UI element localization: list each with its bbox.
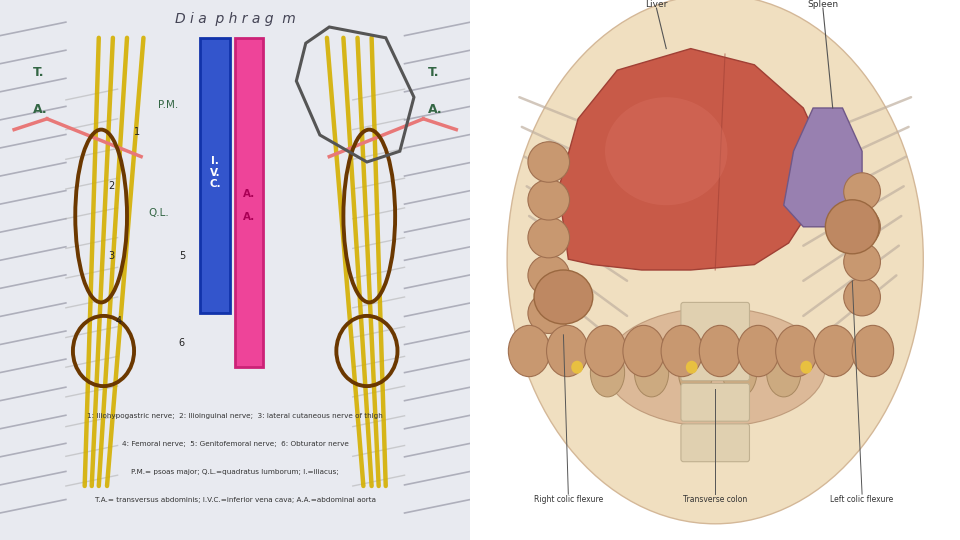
Circle shape <box>571 361 583 374</box>
FancyBboxPatch shape <box>681 383 750 421</box>
FancyBboxPatch shape <box>681 302 750 340</box>
Ellipse shape <box>528 293 569 333</box>
FancyBboxPatch shape <box>681 343 750 381</box>
Ellipse shape <box>844 208 880 246</box>
Circle shape <box>801 361 812 374</box>
Text: Hepatic
flexure: Hepatic flexure <box>483 287 554 326</box>
Ellipse shape <box>737 325 780 377</box>
Ellipse shape <box>723 348 756 397</box>
Ellipse shape <box>635 348 669 397</box>
Ellipse shape <box>699 325 741 377</box>
Bar <box>235 38 263 367</box>
Polygon shape <box>559 49 823 270</box>
Ellipse shape <box>534 270 592 324</box>
FancyBboxPatch shape <box>802 162 950 351</box>
Text: A.: A. <box>33 103 48 117</box>
Text: Splenic flexure: Splenic flexure <box>815 179 938 194</box>
Text: Left colic flexure: Left colic flexure <box>830 495 894 504</box>
Ellipse shape <box>623 325 664 377</box>
Ellipse shape <box>528 217 569 258</box>
Text: A.: A. <box>428 103 443 117</box>
Circle shape <box>685 361 698 374</box>
Text: P.M.: P.M. <box>157 100 178 110</box>
Text: Liver: Liver <box>645 0 667 9</box>
Ellipse shape <box>814 325 855 377</box>
Ellipse shape <box>546 325 588 377</box>
Text: 4: 4 <box>115 316 121 326</box>
Text: COLIC FLEXURES: COLIC FLEXURES <box>509 30 902 72</box>
Ellipse shape <box>507 0 924 524</box>
Ellipse shape <box>679 348 712 397</box>
Text: T.A.= transversus abdominis; I.V.C.=inferior vena cava; A.A.=abdominal aorta: T.A.= transversus abdominis; I.V.C.=infe… <box>95 497 375 503</box>
Ellipse shape <box>844 243 880 281</box>
Text: 4: Femoral nerve;  5: Genitofemoral nerve;  6: Obturator nerve: 4: Femoral nerve; 5: Genitofemoral nerve… <box>122 441 348 447</box>
Text: 2: 2 <box>108 181 114 191</box>
Text: 3: 3 <box>108 251 114 261</box>
Ellipse shape <box>605 308 826 427</box>
Ellipse shape <box>528 255 569 295</box>
Ellipse shape <box>776 325 817 377</box>
Text: T.: T. <box>428 65 440 79</box>
Ellipse shape <box>509 325 550 377</box>
Text: 6: 6 <box>179 338 185 348</box>
Text: P.M.= psoas major; Q.L.=quadratus lumborum; I.=iliacus;: P.M.= psoas major; Q.L.=quadratus lumbor… <box>132 469 339 475</box>
Bar <box>200 38 230 313</box>
Text: T.: T. <box>33 65 44 79</box>
Text: 1: 1 <box>134 127 140 137</box>
Ellipse shape <box>528 141 569 183</box>
Text: Position: higher
Angle: more
acute: Position: higher Angle: more acute <box>820 221 933 281</box>
Text: I.
V.
C.: I. V. C. <box>209 156 221 190</box>
Text: 5: 5 <box>179 251 185 261</box>
Ellipse shape <box>826 200 879 254</box>
Text: A.

A.: A. A. <box>243 188 255 222</box>
Ellipse shape <box>590 348 625 397</box>
Text: D i a  p h r a g  m: D i a p h r a g m <box>175 12 296 26</box>
Ellipse shape <box>852 325 894 377</box>
Polygon shape <box>783 108 862 227</box>
Text: Q.L.: Q.L. <box>148 208 169 218</box>
Text: Transverse colon: Transverse colon <box>684 495 747 504</box>
FancyBboxPatch shape <box>681 424 750 462</box>
Ellipse shape <box>585 325 626 377</box>
Text: Right colic flexure: Right colic flexure <box>534 495 603 504</box>
Ellipse shape <box>661 325 703 377</box>
Text: 1: Iliohypogastric nerve;  2: Ilioinguinal nerve;  3: lateral cutaneous nerve of: 1: Iliohypogastric nerve; 2: Ilioinguina… <box>87 413 383 419</box>
Text: Spleen: Spleen <box>807 0 838 9</box>
Ellipse shape <box>528 179 569 220</box>
Ellipse shape <box>605 97 728 205</box>
Ellipse shape <box>767 348 801 397</box>
FancyBboxPatch shape <box>473 273 564 340</box>
Ellipse shape <box>844 278 880 316</box>
Ellipse shape <box>844 173 880 211</box>
